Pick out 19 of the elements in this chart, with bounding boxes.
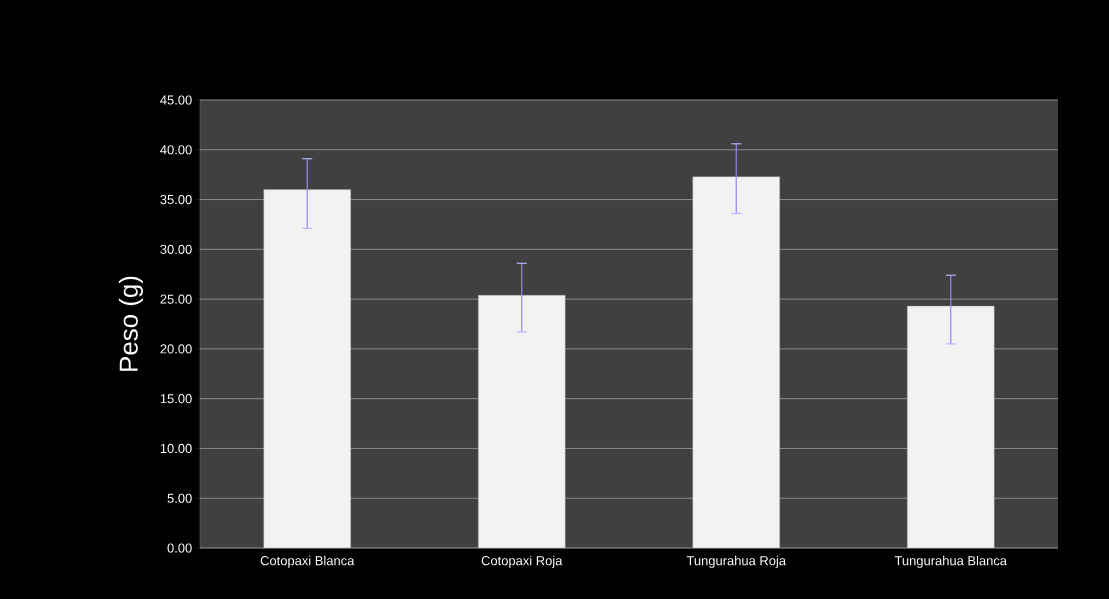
y-tick-label: 45.00 — [160, 95, 192, 105]
bar — [692, 176, 780, 548]
bar — [907, 305, 995, 548]
y-tick-label: 30.00 — [160, 244, 192, 254]
x-tick-label: Cotopaxi Roja — [481, 555, 563, 568]
bar — [478, 294, 566, 548]
x-tick-label: Tungurahua Blanca — [894, 555, 1008, 568]
x-tick-label: Tungurahua Roja — [686, 555, 787, 568]
y-tick-label: 40.00 — [160, 145, 192, 155]
bar — [263, 189, 351, 548]
y-tick-label: 10.00 — [160, 443, 192, 454]
y-tick-label: 25.00 — [160, 294, 192, 304]
y-axis-title: Peso (g) — [118, 276, 143, 371]
y-tick-label: 5.00 — [167, 493, 192, 503]
y-tick-label: 20.00 — [160, 344, 192, 354]
y-tick-label: 15.00 — [160, 394, 192, 404]
y-tick-label: 0.00 — [167, 543, 192, 553]
y-tick-label: 35.00 — [160, 194, 192, 205]
x-tick-label: Cotopaxi Blanca — [260, 555, 355, 568]
